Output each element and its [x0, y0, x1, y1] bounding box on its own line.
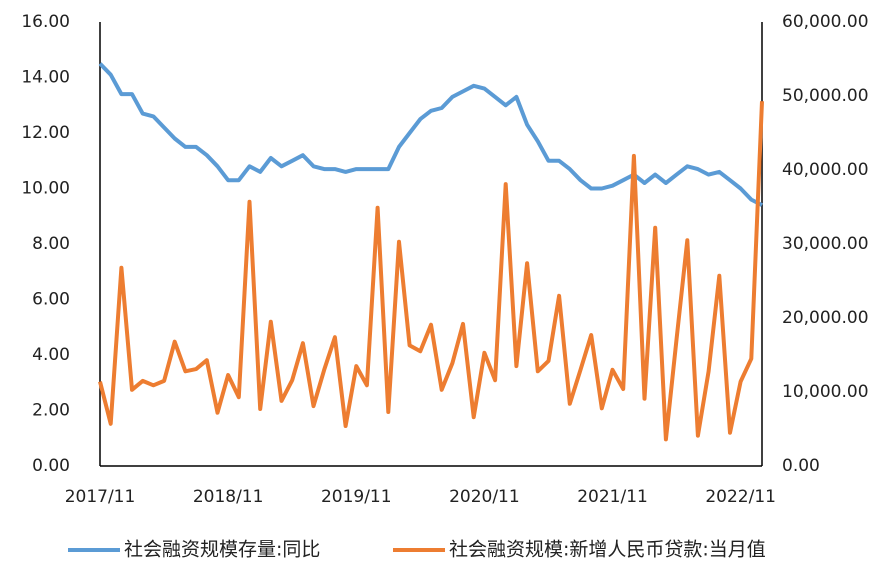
y-tick-label: 6.00 [32, 290, 70, 310]
x-tick-label: 2020/11 [449, 487, 520, 507]
y-tick-label: 4.00 [32, 345, 70, 365]
y-tick-label: 14.00 [21, 68, 70, 88]
y-tick-label: 2.00 [32, 401, 70, 421]
legend-label: 社会融资规模存量:同比 [124, 539, 320, 561]
y-tick-label: 8.00 [32, 234, 70, 254]
x-tick-label: 2018/11 [193, 487, 264, 507]
y-tick-label: 16.00 [21, 12, 70, 32]
y2-tick-label: 60,000.00 [782, 12, 869, 32]
y-tick-label: 10.00 [21, 179, 70, 199]
legend-label: 社会融资规模:新增人民币贷款:当月值 [449, 539, 766, 561]
x-tick-label: 2021/11 [577, 487, 648, 507]
y-tick-label: 0.00 [32, 456, 70, 476]
y2-tick-label: 40,000.00 [782, 160, 869, 180]
y2-tick-label: 30,000.00 [782, 234, 869, 254]
y2-tick-label: 50,000.00 [782, 86, 869, 106]
series-line [98, 62, 763, 207]
x-tick-label: 2017/11 [65, 487, 136, 507]
y2-tick-label: 20,000.00 [782, 308, 869, 328]
y2-tick-label: 0.00 [782, 456, 820, 476]
x-tick-label: 2022/11 [705, 487, 776, 507]
series-line [98, 101, 764, 442]
x-tick-label: 2019/11 [321, 487, 392, 507]
y2-tick-label: 10,000.00 [782, 382, 869, 402]
y-tick-label: 12.00 [21, 123, 70, 143]
